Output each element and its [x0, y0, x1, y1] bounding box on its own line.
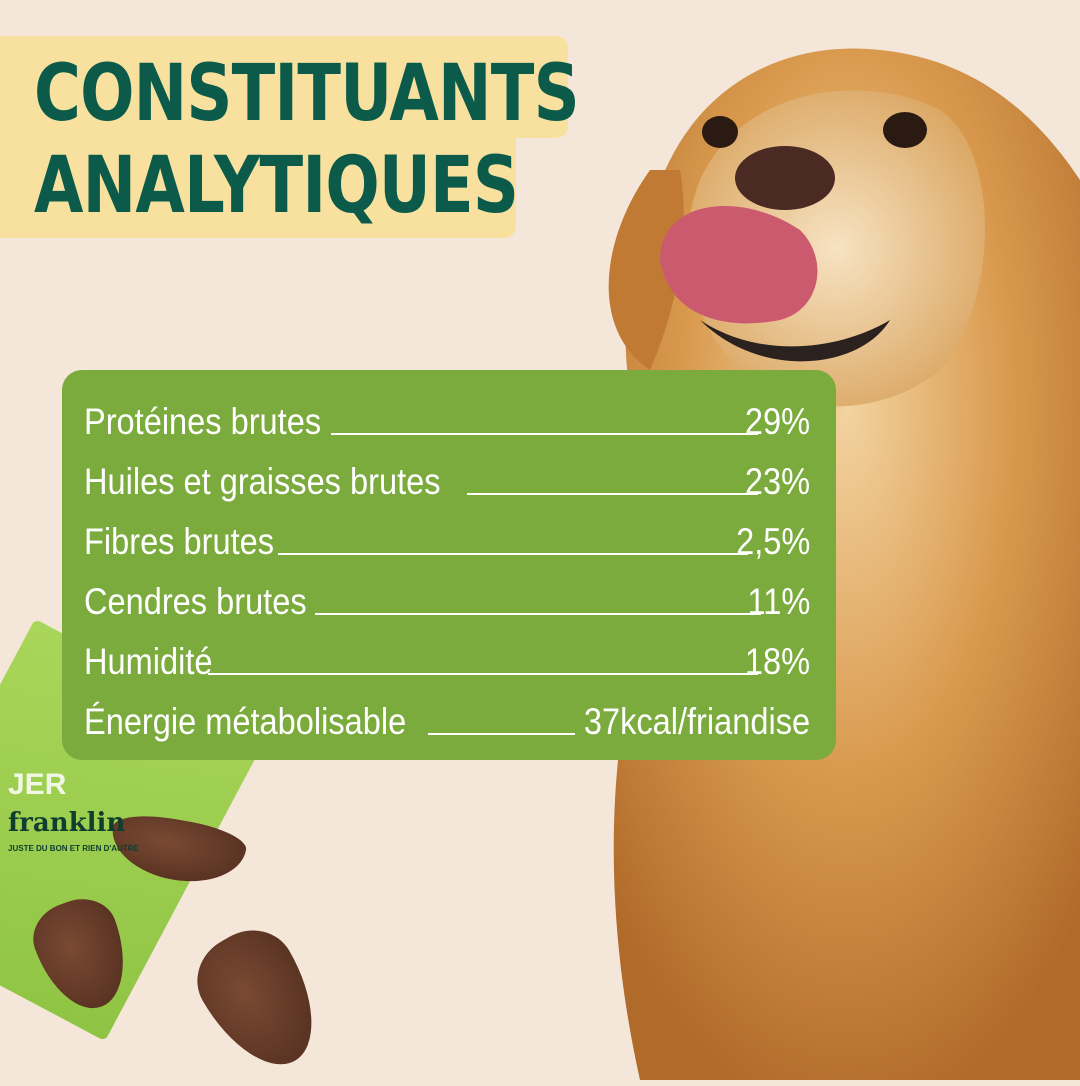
title-highlight	[0, 130, 516, 238]
package-product-text: JER	[8, 768, 67, 801]
constituent-value: 37kcal/friandise	[583, 701, 810, 742]
leader-line	[208, 673, 758, 675]
constituent-label: Protéines brutes	[84, 401, 322, 442]
leader-line	[467, 493, 758, 495]
title-line-2: ANALYTIQUES	[34, 141, 519, 231]
constituent-value: 29%	[744, 401, 810, 442]
constituent-label: Fibres brutes	[84, 521, 275, 562]
constituent-row: Cendres brutes 11%	[84, 563, 810, 623]
package-brand-logo: franklin	[8, 808, 126, 838]
constituents-panel	[62, 370, 836, 760]
treat-image	[181, 914, 339, 1086]
constituent-row: Huiles et graisses brutes 23%	[84, 443, 810, 503]
title-line-1: CONSTITUANTS	[34, 49, 580, 139]
constituent-label: Huiles et graisses brutes	[84, 461, 441, 502]
constituent-label: Énergie métabolisable	[84, 701, 407, 742]
leader-line	[277, 553, 748, 555]
constituents-list: Protéines brutes 29% Huiles et graisses b…	[84, 383, 810, 743]
constituent-value: 2,5%	[735, 521, 810, 562]
leader-line	[428, 733, 575, 735]
constituent-value: 23%	[744, 461, 810, 502]
constituent-label: Cendres brutes	[84, 581, 307, 622]
leader-line	[314, 613, 761, 615]
package-tagline: JUSTE DU BON ET RIEN D'AUTRE	[8, 844, 139, 853]
constituent-row: Humidité 18%	[84, 623, 810, 683]
constituent-row: Fibres brutes 2,5%	[84, 503, 810, 563]
constituent-row: Protéines brutes 29%	[84, 383, 810, 443]
page-title: CONSTITUANTS ANALYTIQUES	[34, 48, 580, 232]
leader-line	[331, 433, 758, 435]
constituent-label: Humidité	[84, 641, 213, 682]
constituent-value: 11%	[747, 581, 810, 622]
dog-image	[608, 48, 1080, 1080]
title-highlight	[0, 36, 568, 138]
constituent-value: 18%	[744, 641, 810, 682]
constituent-row: Énergie métabolisable 37kcal/friandise	[84, 683, 810, 743]
